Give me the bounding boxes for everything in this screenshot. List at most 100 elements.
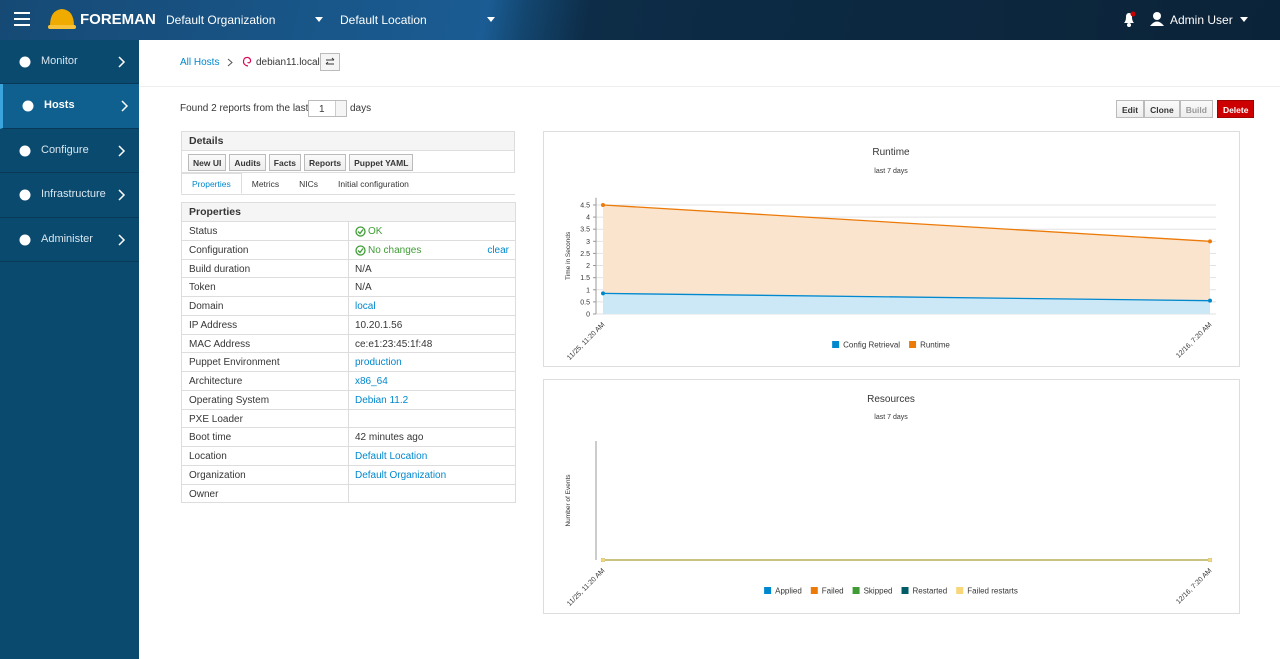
nav-item[interactable]: Configure	[0, 129, 139, 173]
property-row: OrganizationDefault Organization	[182, 466, 516, 485]
details-button[interactable]: Puppet YAML	[349, 154, 413, 171]
property-value[interactable]: Default Organization	[355, 470, 446, 481]
days-select[interactable]: 1	[308, 100, 347, 117]
chevron	[118, 145, 126, 157]
property-row: PXE Loader	[182, 410, 516, 429]
legend-item[interactable]: Restarted	[902, 587, 948, 596]
legend-item[interactable]: Applied	[764, 587, 802, 596]
action-button[interactable]: Edit	[1116, 100, 1144, 118]
property-label: Configuration	[189, 245, 248, 256]
switcher-button[interactable]	[320, 53, 340, 71]
property-value[interactable]: production	[355, 357, 402, 368]
cell-divider	[348, 297, 349, 315]
property-row: Puppet Environmentproduction	[182, 353, 516, 372]
details-button[interactable]: Facts	[269, 154, 301, 171]
status-icon	[355, 226, 366, 237]
chevron-shape	[119, 190, 124, 200]
cell-divider	[348, 372, 349, 390]
location-menu[interactable]: Default Location	[340, 13, 427, 27]
nav-icon	[18, 233, 32, 247]
details-button[interactable]: Reports	[304, 154, 346, 171]
y-tick-label: 1	[586, 287, 590, 294]
property-row: Build durationN/A	[182, 260, 516, 279]
icon-shape	[20, 234, 31, 245]
organization-menu[interactable]: Default Organization	[166, 13, 275, 27]
y-tick-label: 4	[586, 215, 590, 222]
nav-icon	[18, 188, 32, 202]
menu-icon[interactable]	[14, 12, 30, 26]
nav-label: Configure	[41, 144, 89, 156]
legend-label: Config Retrieval	[843, 341, 900, 350]
cell-divider	[348, 428, 349, 446]
legend-item[interactable]: Config Retrieval	[832, 341, 900, 350]
legend-item[interactable]: Failed	[811, 587, 844, 596]
notification-icon[interactable]	[1122, 11, 1136, 27]
property-label: Domain	[189, 301, 223, 312]
property-value: N/A	[355, 264, 372, 275]
property-label: MAC Address	[189, 339, 250, 350]
icon-circle	[356, 246, 365, 255]
y-tick-label: 1.5	[580, 275, 590, 282]
nav-label: Administer	[41, 233, 93, 245]
select-arrow	[335, 101, 346, 116]
property-value: OK	[368, 226, 382, 237]
property-value[interactable]: local	[355, 301, 376, 312]
property-value[interactable]: Debian 11.2	[355, 395, 408, 406]
legend: Config Retrieval Runtime	[832, 341, 950, 350]
tab[interactable]: Metrics	[242, 174, 289, 195]
y-tick-label: 2	[586, 263, 590, 270]
legend-item[interactable]: Skipped	[853, 587, 893, 596]
details-button[interactable]: Audits	[229, 154, 265, 171]
property-row: Architecturex86_64	[182, 372, 516, 391]
breadcrumb-separator	[227, 58, 233, 67]
breadcrumb-link[interactable]: All Hosts	[180, 57, 219, 68]
action-button[interactable]: Clone	[1144, 100, 1180, 118]
nav-item[interactable]: Administer	[0, 218, 139, 262]
nav-item[interactable]: Monitor	[0, 40, 139, 84]
property-value[interactable]: x86_64	[355, 376, 388, 387]
property-row: LocationDefault Location	[182, 447, 516, 466]
property-value: 10.20.1.56	[355, 320, 402, 331]
chart: Runtimelast 7 daysTime in Seconds00.511.…	[544, 132, 1239, 366]
chart: Resourceslast 7 daysNumber of Events11/2…	[544, 380, 1239, 613]
action-button[interactable]: Delete	[1217, 100, 1255, 118]
property-row: IP Address 10.20.1.56	[182, 316, 516, 335]
property-row: Boot time42 minutes ago	[182, 428, 516, 447]
user-menu[interactable]: Admin User	[1170, 13, 1233, 27]
property-row: MAC Addressce:e1:23:45:1f:48	[182, 335, 516, 354]
tab[interactable]: Properties	[181, 173, 242, 194]
cell-divider	[348, 410, 349, 428]
point	[601, 203, 605, 207]
x-tick-label: 12/16, 7:20 AM	[1175, 567, 1213, 605]
cell-divider	[348, 335, 349, 353]
property-label: Owner	[189, 489, 218, 500]
tab[interactable]: NICs	[289, 174, 328, 195]
nav-item[interactable]: Hosts	[0, 84, 139, 128]
legend-item[interactable]: Runtime	[909, 341, 950, 350]
cell-divider	[348, 485, 349, 503]
properties-table: Properties StatusOKConfigurationNo chang…	[181, 202, 516, 503]
property-row: ConfigurationNo changesclear	[182, 241, 516, 260]
chart-panel: Runtimelast 7 daysTime in Seconds00.511.…	[543, 131, 1240, 367]
chevron-shape	[122, 101, 127, 111]
legend-label: Failed restarts	[967, 587, 1018, 596]
property-label: IP Address	[189, 320, 237, 331]
legend-item[interactable]: Failed restarts	[956, 587, 1018, 596]
legend-swatch	[956, 587, 963, 594]
details-button[interactable]: New UI	[188, 154, 226, 171]
top-bar: FOREMAN Default Organization Default Loc…	[0, 0, 1280, 40]
legend-swatch	[811, 587, 818, 594]
row-action[interactable]: clear	[487, 245, 509, 256]
cell-divider	[348, 278, 349, 296]
property-value[interactable]: Default Location	[355, 451, 427, 462]
icon-check	[358, 230, 363, 234]
brand[interactable]: FOREMAN	[80, 11, 156, 28]
point	[1208, 299, 1212, 303]
property-label: Boot time	[189, 432, 231, 443]
tab[interactable]: Initial configuration	[328, 174, 419, 195]
legend-label: Runtime	[920, 341, 950, 350]
x-tick-label: 12/16, 7:20 AM	[1175, 321, 1213, 359]
nav-item[interactable]: Infrastructure	[0, 173, 139, 217]
details-panel: Details New UIAuditsFactsReportsPuppet Y…	[181, 131, 515, 173]
cell-divider	[348, 353, 349, 371]
